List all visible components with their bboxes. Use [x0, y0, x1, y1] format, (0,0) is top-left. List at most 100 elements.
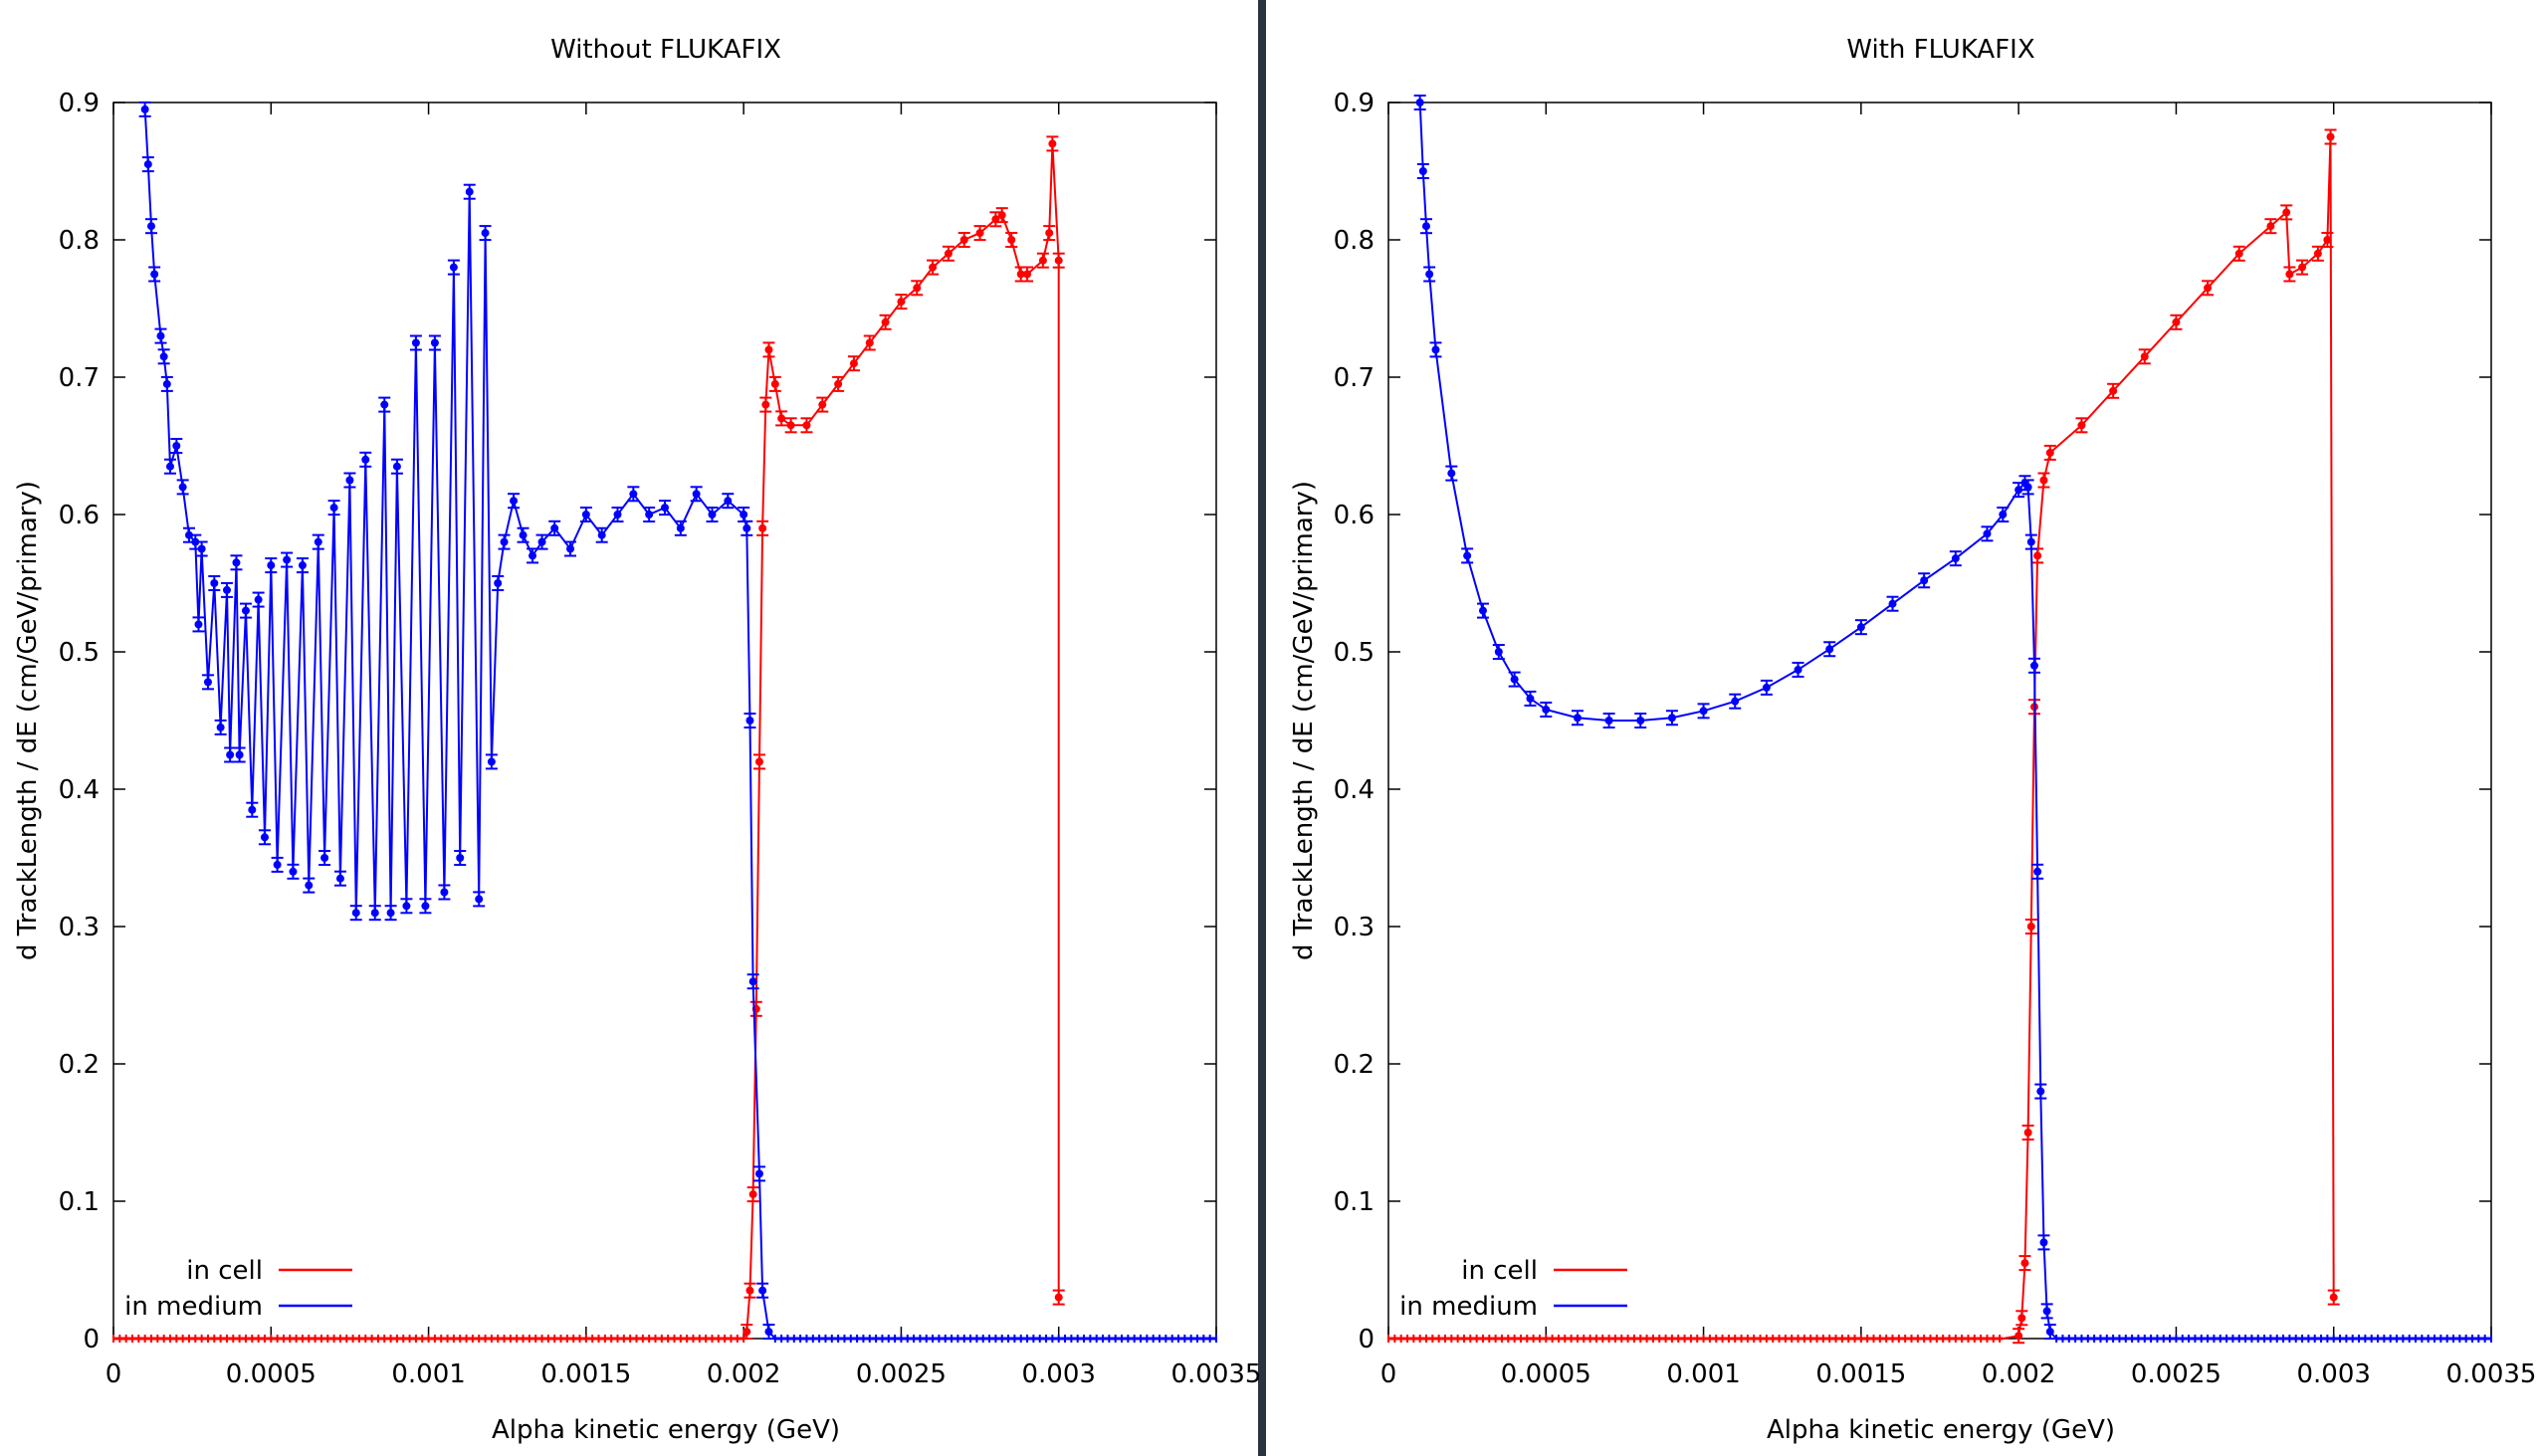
data-point [929, 263, 938, 272]
data-point [1425, 270, 1434, 279]
data-point [1951, 554, 1960, 563]
x-tick-label: 0.0035 [1171, 1359, 1262, 1389]
y-tick-label: 0.9 [59, 89, 100, 118]
data-point [314, 537, 322, 546]
data-point [235, 750, 244, 759]
y-tick-label: 0.1 [59, 1187, 100, 1217]
data-point [758, 523, 767, 532]
data-point [1463, 551, 1472, 560]
data-point [724, 497, 733, 506]
legend: in cell in medium [124, 1256, 352, 1322]
data-point [156, 331, 165, 340]
data-point [834, 379, 843, 388]
data-point [975, 229, 984, 238]
data-point [178, 483, 187, 492]
data-point [661, 504, 669, 513]
data-point [764, 345, 773, 354]
data-point [777, 414, 786, 423]
data-point [1478, 606, 1487, 615]
data-point [320, 854, 329, 862]
y-tick-label: 0 [1358, 1325, 1375, 1354]
data-point [748, 1190, 757, 1199]
data-point [550, 523, 559, 532]
data-point [2036, 1087, 2045, 1096]
data-point [566, 544, 575, 553]
data-point [329, 504, 338, 513]
data-point [191, 537, 200, 546]
data-point [2045, 448, 2054, 457]
data-point [849, 359, 858, 368]
data-point [283, 555, 292, 564]
series-line [742, 143, 1060, 1340]
x-tick-label: 0.0025 [2131, 1359, 2222, 1389]
y-axis-label: d TrackLength / dE (cm/GeV/primary) [1289, 481, 1319, 960]
data-point [241, 606, 250, 615]
data-point [2323, 236, 2332, 244]
x-tick-label: 0 [1380, 1359, 1397, 1389]
data-point [997, 211, 1006, 220]
x-tick-label: 0.0015 [1815, 1359, 1906, 1389]
x-tick-label: 0 [106, 1359, 122, 1389]
chart-panel-with-flukafix: With FLUKAFIX 0 0.0005 0.001 0.0015 0.002 0.0… [1289, 35, 2536, 1445]
data-point [380, 400, 389, 409]
data-point [537, 537, 546, 546]
x-axis-label: Alpha kinetic energy (GeV) [1767, 1415, 2115, 1445]
data-point [298, 561, 307, 570]
data-point [913, 284, 922, 293]
data-point [1421, 222, 1430, 231]
x-tick-label: 0.001 [391, 1359, 465, 1389]
data-point [140, 104, 149, 113]
y-tick-label: 0.7 [1334, 363, 1375, 393]
y-tick-label: 0.3 [59, 913, 100, 942]
legend-label-in-cell: in cell [1461, 1256, 1538, 1286]
data-point [2033, 867, 2042, 876]
data-point [289, 867, 298, 876]
y-tick-label: 0.8 [1334, 226, 1375, 256]
x-tick-label: 0.001 [1666, 1359, 1740, 1389]
data-point [1023, 270, 1032, 279]
y-tick-label: 0.2 [1334, 1050, 1375, 1080]
y-tick-label: 0.5 [1334, 638, 1375, 668]
data-point [742, 523, 751, 532]
data-point [510, 497, 519, 506]
y-tick-label: 0.4 [1334, 775, 1375, 805]
data-point [2329, 1293, 2338, 1302]
data-point [1699, 707, 1708, 716]
data-point [1447, 469, 1456, 478]
data-point [273, 860, 282, 869]
data-point [1856, 623, 1865, 632]
legend-label-in-medium: in medium [1399, 1292, 1538, 1322]
data-point [226, 750, 235, 759]
data-point [150, 270, 159, 279]
data-point [361, 455, 370, 464]
data-point [761, 400, 770, 409]
data-point [351, 909, 360, 918]
data-point [2029, 661, 2038, 670]
data-point [487, 757, 496, 766]
data-point [210, 579, 219, 587]
data-point [2023, 483, 2032, 492]
data-point [2042, 1307, 2051, 1316]
panel-divider [1258, 0, 1266, 1456]
chart-title: Without FLUKAFIX [550, 35, 781, 65]
x-tick-label: 0.0005 [1501, 1359, 1591, 1389]
data-point [2298, 263, 2307, 272]
y-tick-label: 0.2 [59, 1050, 100, 1080]
data-point [745, 1286, 754, 1295]
data-point [216, 723, 225, 731]
data-point [1007, 236, 1016, 244]
legend-label-in-cell: in cell [186, 1256, 263, 1286]
x-tick-label: 0.002 [707, 1359, 780, 1389]
data-point [481, 229, 490, 238]
data-point [2077, 421, 2086, 430]
data-point [2172, 317, 2181, 326]
x-tick-label: 0.0015 [540, 1359, 631, 1389]
data-point [260, 833, 269, 842]
data-point [248, 805, 257, 814]
data-point [267, 561, 276, 570]
data-point [745, 717, 754, 725]
data-point [959, 236, 968, 244]
data-point [786, 421, 795, 430]
data-point [2109, 386, 2118, 395]
